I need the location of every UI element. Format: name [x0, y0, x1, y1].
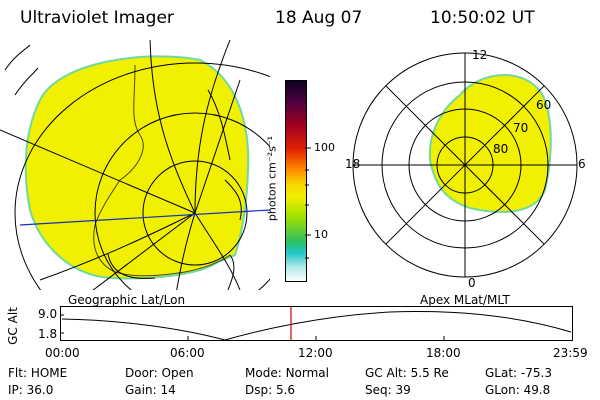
- mlt-label-6: 6: [578, 157, 586, 171]
- status-glat-label: GLat:: [485, 366, 518, 380]
- mlat-label-80: 80: [493, 142, 509, 156]
- status-ip: IP: 36.0: [8, 383, 53, 397]
- status-gain-label: Gain:: [125, 383, 157, 397]
- status-gc-alt-value: 5.5 Re: [410, 366, 449, 380]
- meridian-line: [19, 209, 270, 226]
- status-mode: Mode: Normal: [245, 366, 329, 380]
- altitude-plot: [60, 306, 573, 341]
- time-tick-00: 00:00: [45, 346, 80, 360]
- status-door: Door: Open: [125, 366, 194, 380]
- mlt-label-18: 18: [345, 157, 361, 171]
- status-seq-value: 39: [395, 383, 411, 397]
- colorbar-tick-10: 10: [314, 228, 328, 241]
- status-dsp-value: 5.6: [275, 383, 296, 397]
- status-seq-label: Seq:: [365, 383, 392, 397]
- status-gain: Gain: 14: [125, 383, 176, 397]
- polar-plot: [352, 52, 578, 278]
- colorbar-ticks: [305, 147, 311, 259]
- status-door-value: Open: [161, 366, 194, 380]
- colorbar-tick-100: 100: [314, 141, 335, 154]
- status-flt: Flt: HOME: [8, 366, 67, 380]
- right-panel-caption: Apex MLat/MLT: [420, 293, 510, 307]
- status-glat: GLat: -75.3: [485, 366, 552, 380]
- altitude-ylabel: GC Alt: [6, 307, 20, 345]
- time-tick-18: 18:00: [426, 346, 461, 360]
- status-dsp: Dsp: 5.6: [245, 383, 295, 397]
- status-gc-alt: GC Alt: 5.5 Re: [365, 366, 449, 380]
- polar-emission: [428, 74, 552, 213]
- status-mode-label: Mode:: [245, 366, 282, 380]
- status-gain-value: 14: [160, 383, 176, 397]
- left-panel-caption: Geographic Lat/Lon: [68, 293, 186, 307]
- status-seq: Seq: 39: [365, 383, 411, 397]
- colorbar-unit-label: photon cm⁻²s⁻¹: [265, 135, 279, 222]
- date-label: 18 Aug 07: [275, 8, 363, 28]
- status-ip-value: 36.0: [26, 383, 54, 397]
- status-dsp-label: Dsp:: [245, 383, 273, 397]
- altitude-curve: [61, 311, 572, 341]
- altitude-tick-9: 9.0: [38, 307, 58, 321]
- status-mode-value: Normal: [285, 366, 329, 380]
- geographic-image: [0, 40, 270, 290]
- status-door-label: Door:: [125, 366, 158, 380]
- status-flt-label: Flt:: [8, 366, 27, 380]
- colorbar: [285, 80, 307, 282]
- status-glon-label: GLon:: [485, 383, 520, 397]
- altitude-tick-1-8: 1.8: [38, 327, 58, 341]
- time-label: 10:50:02 UT: [430, 8, 535, 28]
- status-glat-value: -75.3: [520, 366, 552, 380]
- mlt-label-0: 0: [468, 276, 476, 290]
- app-title: Ultraviolet Imager: [20, 8, 174, 28]
- emission-disk: [24, 55, 250, 280]
- status-gc-alt-label: GC Alt:: [365, 366, 407, 380]
- status-flt-value: HOME: [30, 366, 68, 380]
- mlat-label-60: 60: [536, 98, 552, 112]
- time-tick-06: 06:00: [170, 346, 205, 360]
- mlt-label-12: 12: [472, 48, 488, 62]
- mlat-label-70: 70: [513, 121, 529, 135]
- status-ip-label: IP:: [8, 383, 23, 397]
- status-glon-value: 49.8: [523, 383, 551, 397]
- status-glon: GLon: 49.8: [485, 383, 550, 397]
- time-tick-12: 12:00: [298, 346, 333, 360]
- time-tick-2359: 23:59: [553, 346, 588, 360]
